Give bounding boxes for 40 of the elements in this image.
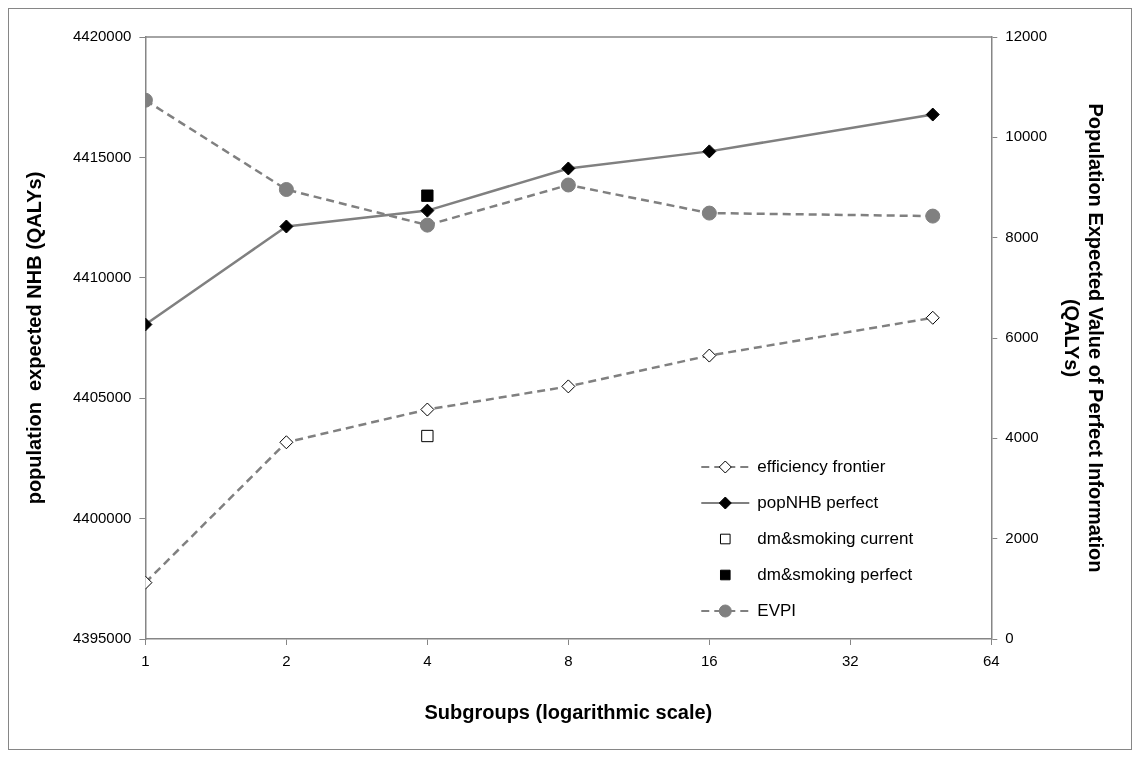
y2-tick-label: 8000 [1005, 227, 1039, 245]
legend-label: dm&smoking perfect [757, 564, 913, 584]
y2-tick-label: 4000 [1005, 428, 1039, 446]
point [560, 177, 576, 193]
point [561, 161, 576, 176]
y2-tick-label: 10000 [1005, 127, 1048, 145]
x-tick-label: 32 [841, 652, 859, 670]
legend-label: EVPI [757, 600, 797, 620]
y-tick-label: 4420000 [72, 27, 132, 45]
legend-label: popNHB perfect [757, 492, 879, 512]
point [278, 182, 294, 198]
x-tick-label: 64 [982, 652, 1000, 670]
y2-tick-label: 6000 [1005, 328, 1039, 346]
x-tick-label: 2 [282, 652, 291, 670]
y-tick-label: 4405000 [72, 388, 132, 406]
y-tick-label: 4410000 [72, 267, 132, 285]
point [702, 144, 717, 159]
legend-label: efficiency frontier [757, 456, 886, 476]
y-tick-label: 4400000 [72, 508, 132, 526]
point [420, 402, 435, 417]
point [419, 217, 435, 233]
x-tick-label: 16 [700, 652, 718, 670]
x-tick-label: 1 [141, 652, 150, 670]
y2-tick-label: 0 [1005, 629, 1014, 647]
y-tick-label: 4415000 [72, 147, 132, 165]
x-axis-title: Subgroups (logarithmic scale) [424, 700, 713, 723]
point [701, 205, 717, 221]
point [420, 203, 435, 218]
point [279, 435, 294, 450]
point [279, 219, 294, 234]
x-tick-label: 8 [564, 652, 573, 670]
y2-tick-label: 2000 [1005, 528, 1039, 546]
y2-axis-title: Population Expected Value of Perfect Information (QALYs) [1061, 103, 1108, 573]
y2-tick-label: 12000 [1005, 27, 1048, 45]
point [702, 348, 717, 363]
x-tick-label: 4 [423, 652, 432, 670]
y-tick-label: 4395000 [72, 629, 132, 647]
point [561, 379, 576, 394]
legend-label: dm&smoking current [757, 528, 914, 548]
y-axis-title: population expected NHB (QALYs) [22, 171, 45, 505]
